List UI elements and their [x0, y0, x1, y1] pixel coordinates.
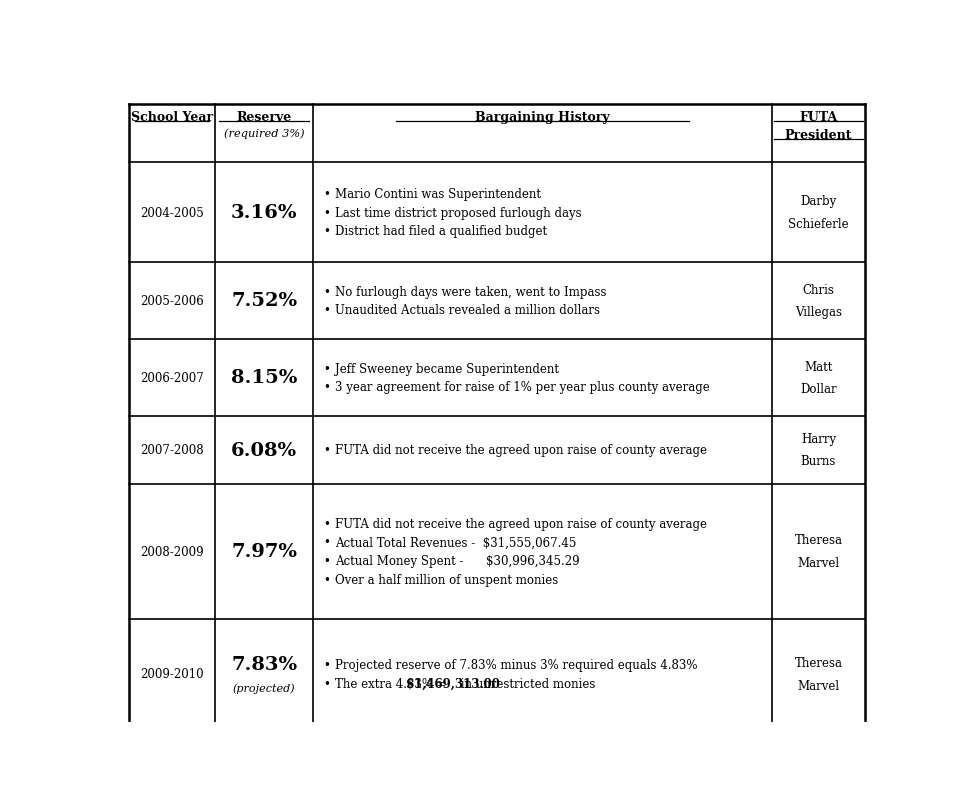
Text: FUTA: FUTA [798, 111, 837, 124]
Text: 7.52%: 7.52% [231, 292, 297, 310]
Text: in unrestricted monies: in unrestricted monies [456, 677, 594, 690]
Text: 3 year agreement for raise of 1% per year plus county average: 3 year agreement for raise of 1% per yea… [335, 381, 709, 394]
Text: •: • [323, 535, 330, 548]
Text: Projected reserve of 7.83% minus 3% required equals 4.83%: Projected reserve of 7.83% minus 3% requ… [335, 659, 698, 672]
Text: •: • [323, 362, 330, 375]
Text: Jeff Sweeney became Superintendent: Jeff Sweeney became Superintendent [335, 362, 559, 375]
Text: 6.08%: 6.08% [231, 441, 297, 459]
Text: Marvel: Marvel [797, 679, 839, 692]
Text: •: • [323, 659, 330, 672]
Text: •: • [323, 573, 330, 586]
Text: (projected): (projected) [233, 683, 296, 693]
Text: School Year: School Year [131, 111, 213, 124]
Text: •: • [323, 207, 330, 220]
Text: President: President [784, 128, 852, 142]
Text: Matt: Matt [803, 360, 831, 373]
Text: •: • [323, 304, 330, 317]
Text: Bargaining History: Bargaining History [475, 111, 609, 124]
Text: The extra 4.83% =: The extra 4.83% = [335, 677, 451, 690]
Text: •: • [323, 225, 330, 238]
Text: Actual Total Revenues -  $31,555,067.45: Actual Total Revenues - $31,555,067.45 [335, 535, 577, 548]
Text: 8.15%: 8.15% [231, 369, 297, 387]
Text: Theresa: Theresa [794, 656, 842, 669]
Text: 7.83%: 7.83% [231, 655, 297, 673]
Text: •: • [323, 444, 330, 457]
Text: Over a half million of unspent monies: Over a half million of unspent monies [335, 573, 558, 586]
Text: •: • [323, 381, 330, 394]
Text: Harry: Harry [800, 432, 835, 445]
Text: Darby: Darby [799, 195, 835, 208]
Text: •: • [323, 677, 330, 690]
Text: Burns: Burns [800, 455, 835, 468]
Text: 2006-2007: 2006-2007 [140, 371, 203, 384]
Text: Dollar: Dollar [799, 383, 836, 396]
Text: 7.97%: 7.97% [231, 543, 297, 560]
Text: 2009-2010: 2009-2010 [141, 667, 203, 680]
Text: Chris: Chris [801, 283, 833, 296]
Text: 2007-2008: 2007-2008 [141, 444, 203, 457]
Text: Schieferle: Schieferle [788, 217, 848, 230]
Text: No furlough days were taken, went to Impass: No furlough days were taken, went to Imp… [335, 285, 607, 298]
Text: •: • [323, 517, 330, 530]
Text: FUTA did not receive the agreed upon raise of county average: FUTA did not receive the agreed upon rai… [335, 444, 706, 457]
Text: Villegas: Villegas [795, 306, 841, 319]
Text: 3.16%: 3.16% [231, 204, 297, 222]
Text: $1,469,313.00: $1,469,313.00 [405, 677, 499, 690]
Text: (required 3%): (required 3%) [224, 128, 304, 139]
Text: Last time district proposed furlough days: Last time district proposed furlough day… [335, 207, 581, 220]
Text: 2008-2009: 2008-2009 [141, 545, 203, 558]
Text: Reserve: Reserve [236, 111, 292, 124]
Text: FUTA did not receive the agreed upon raise of county average: FUTA did not receive the agreed upon rai… [335, 517, 706, 530]
Text: District had filed a qualified budget: District had filed a qualified budget [335, 225, 547, 238]
Text: 2005-2006: 2005-2006 [140, 294, 203, 307]
Text: Theresa: Theresa [794, 534, 842, 547]
Text: Marvel: Marvel [797, 556, 839, 569]
Text: Unaudited Actuals revealed a million dollars: Unaudited Actuals revealed a million dol… [335, 304, 600, 317]
Text: •: • [323, 187, 330, 200]
Text: Mario Contini was Superintendent: Mario Contini was Superintendent [335, 187, 541, 200]
Text: Actual Money Spent -      $30,996,345.29: Actual Money Spent - $30,996,345.29 [335, 555, 579, 568]
Text: •: • [323, 285, 330, 298]
Text: •: • [323, 555, 330, 568]
Text: 2004-2005: 2004-2005 [140, 207, 203, 220]
